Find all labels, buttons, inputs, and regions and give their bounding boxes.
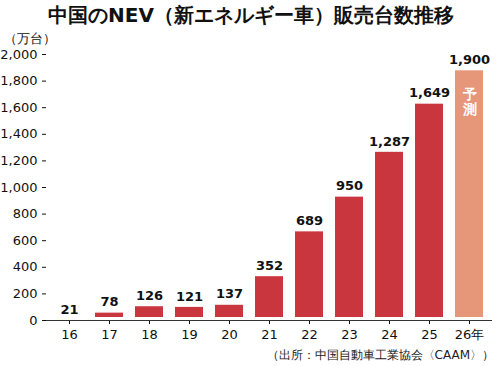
svg-text:78: 78 xyxy=(100,294,118,309)
svg-text:0: 0 xyxy=(29,313,37,328)
svg-text:1,649: 1,649 xyxy=(409,85,450,100)
svg-text:137: 137 xyxy=(216,286,243,301)
svg-text:21: 21 xyxy=(261,327,278,342)
svg-text:18: 18 xyxy=(141,327,158,342)
html-text:中国のNEV（新エネルギー車）販売台数推移: 中国のNEV（新エネルギー車）販売台数推移 xyxy=(48,3,454,27)
svg-text:2,000: 2,000 xyxy=(0,47,37,62)
svg-text:23: 23 xyxy=(341,327,358,342)
svg-text:600: 600 xyxy=(13,233,38,248)
svg-text:19: 19 xyxy=(181,327,198,342)
svg-text:352: 352 xyxy=(256,258,283,273)
svg-text:200: 200 xyxy=(13,286,38,301)
svg-text:1,287: 1,287 xyxy=(369,133,410,148)
svg-text:17: 17 xyxy=(101,327,118,342)
svg-text:25: 25 xyxy=(421,327,438,342)
svg-text:1,200: 1,200 xyxy=(0,153,37,168)
svg-text:予測: 予測 xyxy=(462,86,477,117)
svg-text:（万台）: （万台） xyxy=(4,31,56,46)
svg-text:689: 689 xyxy=(296,213,323,228)
svg-text:121: 121 xyxy=(176,289,203,304)
svg-text:22: 22 xyxy=(301,327,318,342)
svg-text:20: 20 xyxy=(221,327,238,342)
svg-text:1,800: 1,800 xyxy=(0,73,37,88)
svg-text:1,000: 1,000 xyxy=(0,180,37,195)
svg-text:26年: 26年 xyxy=(455,327,485,342)
svg-text:24: 24 xyxy=(381,327,398,342)
svg-text:800: 800 xyxy=(13,206,38,221)
html-text:（出所：中国自動車工業協会〈CAAM〉）: （出所：中国自動車工業協会〈CAAM〉） xyxy=(266,348,494,362)
svg-text:21: 21 xyxy=(60,302,78,317)
svg-text:950: 950 xyxy=(336,178,363,193)
svg-text:1,400: 1,400 xyxy=(0,126,37,141)
svg-text:16: 16 xyxy=(61,327,78,342)
svg-text:400: 400 xyxy=(13,259,38,274)
svg-text:126: 126 xyxy=(136,288,163,303)
svg-text:1,600: 1,600 xyxy=(0,100,37,115)
svg-text:1,900: 1,900 xyxy=(449,52,490,67)
